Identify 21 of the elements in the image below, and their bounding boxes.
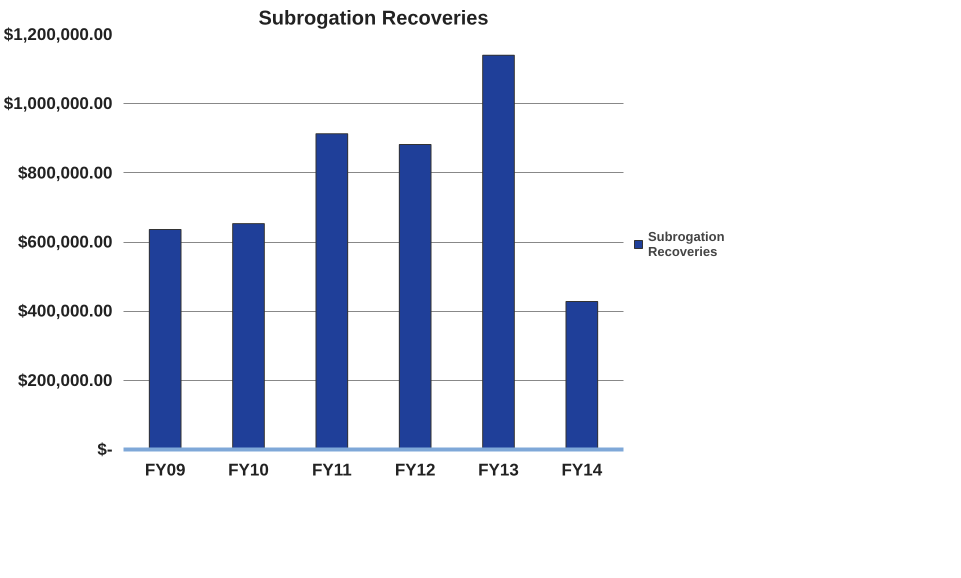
x-tick-label: FY10	[228, 460, 269, 480]
x-tick-label: FY14	[562, 460, 603, 480]
y-tick-label: $200,000.00	[18, 370, 113, 390]
bar	[482, 54, 515, 450]
y-tick-label: $400,000.00	[18, 302, 113, 321]
legend-label: Subrogation Recoveries	[648, 229, 725, 259]
y-tick-label: $1,000,000.00	[4, 94, 113, 114]
y-tick-label: $800,000.00	[18, 163, 113, 182]
x-tick-label: FY12	[394, 460, 436, 480]
chart-title: Subrogation Recoveries	[258, 8, 489, 30]
y-tick-label: $-	[97, 440, 113, 459]
bar	[566, 300, 598, 450]
bar	[232, 223, 265, 450]
bar	[148, 229, 182, 450]
x-tick-label: FY09	[144, 460, 186, 480]
y-tick-label: $1,200,000.00	[4, 25, 113, 44]
bar	[398, 144, 432, 450]
x-tick-label: FY13	[478, 460, 519, 480]
y-tick-label: $600,000.00	[18, 232, 113, 252]
x-tick-label: FY11	[312, 460, 352, 480]
bar	[316, 133, 348, 450]
